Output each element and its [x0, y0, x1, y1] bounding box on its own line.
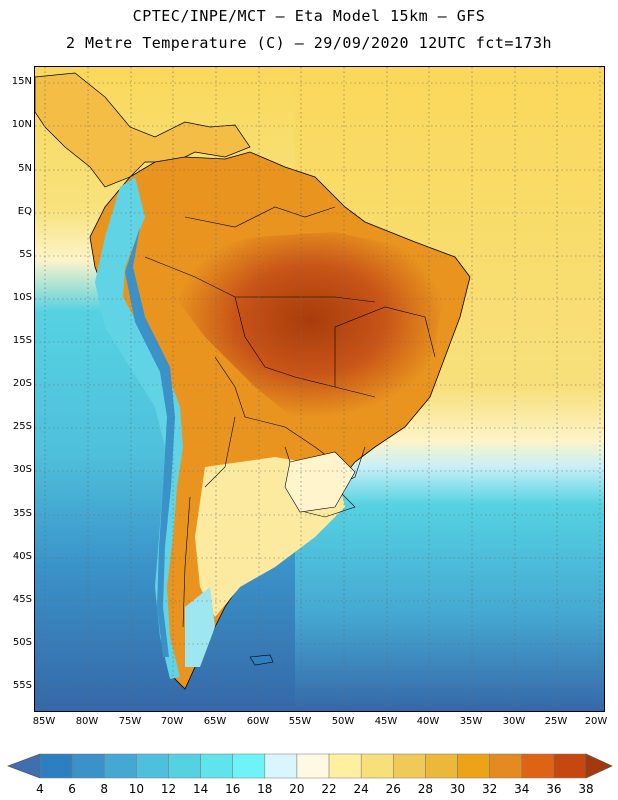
colorbar-swatch	[200, 753, 233, 779]
lat-label-35s: 35S	[12, 508, 32, 519]
colorbar-tick-label: 16	[225, 782, 241, 796]
colorbar-tick-label: 4	[36, 782, 44, 796]
lon-label-80w: 80W	[75, 716, 99, 727]
colorbar-swatch	[168, 753, 201, 779]
colorbar-tick-label: 32	[482, 782, 498, 796]
lon-label-75w: 75W	[118, 716, 142, 727]
colorbar-tick-label: 24	[353, 782, 369, 796]
patagonia-region	[185, 587, 215, 667]
hot-region-brazil	[175, 232, 445, 427]
lon-label-70w: 70W	[160, 716, 184, 727]
colorbar-tick-label: 36	[546, 782, 562, 796]
lon-label-50w: 50W	[331, 716, 355, 727]
lat-label-eq: EQ	[17, 206, 32, 217]
colorbar-swatch	[457, 753, 490, 779]
colorbar-tick-label: 14	[192, 782, 209, 796]
map-title-line1: CPTEC/INPE/MCT – Eta Model 15km – GFS	[132, 7, 486, 25]
lat-label-15s: 15S	[12, 335, 32, 346]
central-america-land	[35, 72, 251, 188]
lat-label-25s: 25S	[12, 421, 32, 432]
colorbar-tick-label: 6	[68, 782, 76, 796]
lat-label-5n: 5N	[18, 163, 32, 174]
map-title-line2: 2 Metre Temperature (C) – 29/09/2020 12U…	[65, 34, 553, 52]
lat-label-10s: 10S	[12, 292, 32, 303]
lon-label-25w: 25W	[544, 716, 568, 727]
lat-label-15n: 15N	[11, 76, 32, 87]
graticule	[35, 67, 604, 711]
lon-label-60w: 60W	[246, 716, 270, 727]
colorbar-swatch	[489, 753, 523, 779]
falkland-islands	[249, 654, 274, 666]
colorbar-tick-label: 10	[128, 782, 144, 796]
lat-label-20s: 20S	[12, 378, 32, 389]
colorbar-swatch	[39, 753, 73, 779]
colorbar-swatch	[296, 753, 330, 779]
colorbar-tick-label: 34	[514, 782, 530, 796]
colorbar-tick-label: 26	[385, 782, 401, 796]
colorbar-tick-label: 12	[160, 782, 177, 796]
colorbar-swatch	[393, 753, 426, 779]
colorbar-swatch	[328, 753, 362, 779]
lat-label-30s: 30S	[12, 464, 32, 475]
colorbar-tick-label: 38	[578, 782, 594, 796]
map-svg	[35, 67, 604, 711]
colorbar-swatch	[264, 753, 298, 779]
lon-label-45w: 45W	[374, 716, 398, 727]
colorbar-high-arrow	[585, 753, 613, 779]
lat-label-45s: 45S	[12, 594, 32, 605]
lat-label-40s: 40S	[12, 551, 32, 562]
colorbar-swatch	[232, 753, 266, 779]
andes-cold-crest	[125, 227, 175, 657]
colorbar-swatch	[360, 753, 394, 779]
colorbar-swatch	[103, 753, 137, 779]
lat-label-55s: 55S	[12, 680, 32, 691]
lon-label-30w: 30W	[502, 716, 526, 727]
colorbar-tick-label: 8	[100, 782, 109, 796]
lon-label-40w: 40W	[416, 716, 440, 727]
colorbar-tick-label: 18	[257, 782, 273, 796]
lat-label-50s: 50S	[12, 637, 32, 648]
colorbar-swatch	[521, 753, 555, 779]
uruguay-region	[284, 451, 356, 513]
colorbar-tick-label: 22	[321, 782, 337, 796]
lon-label-55w: 55W	[288, 716, 312, 727]
lat-label-5s: 5S	[19, 249, 32, 260]
colorbar-swatch	[136, 753, 169, 779]
temperature-colorbar	[7, 753, 613, 779]
lon-label-35w: 35W	[459, 716, 483, 727]
colorbar-tick-label: 30	[449, 782, 466, 796]
colorbar-swatch	[553, 753, 587, 779]
lon-label-85w: 85W	[32, 716, 56, 727]
colorbar-swatch	[425, 753, 458, 779]
lat-label-10n: 10N	[11, 119, 32, 130]
lon-label-20w: 20W	[584, 716, 608, 727]
lon-label-65w: 65W	[203, 716, 227, 727]
colorbar-tick-label: 20	[289, 782, 305, 796]
temperature-map[interactable]	[34, 66, 605, 712]
colorbar-tick-label: 28	[417, 782, 434, 796]
colorbar-low-arrow	[7, 753, 41, 779]
colorbar-swatch	[71, 753, 105, 779]
